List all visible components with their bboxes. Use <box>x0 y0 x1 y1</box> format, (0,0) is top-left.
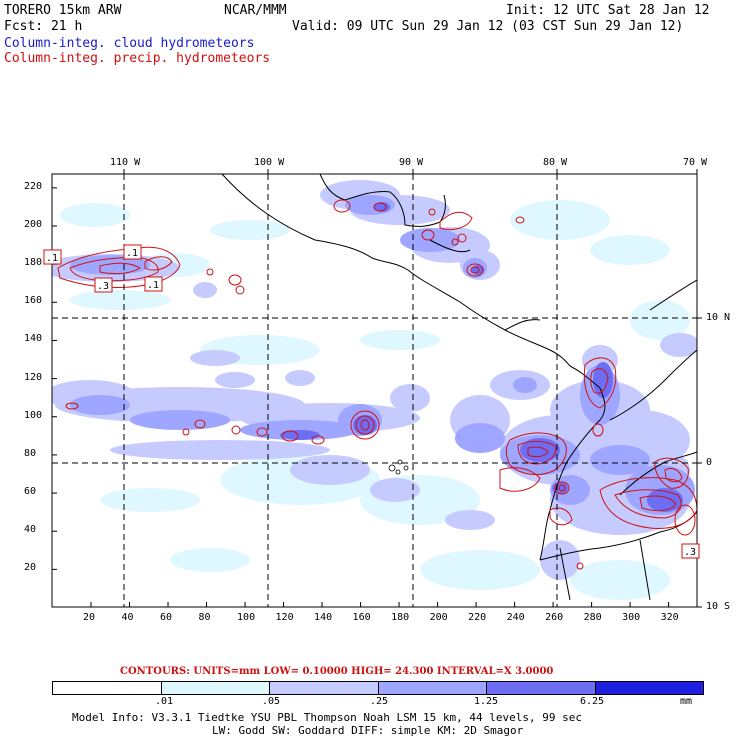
colorbar-label-1: .05 <box>262 696 281 707</box>
contour-value-label: .3 <box>94 277 113 293</box>
contour-value-label: .1 <box>123 244 142 260</box>
x-tick-label: 100 <box>237 612 256 623</box>
x-tick-label: 180 <box>391 612 410 623</box>
organization: NCAR/MMM <box>224 3 287 18</box>
colorbar-bin-1 <box>161 682 270 694</box>
y-tick-label: 140 <box>24 333 43 345</box>
colorbar-bin-5 <box>595 682 703 694</box>
x-tick-label: 80 <box>198 612 211 623</box>
init-time: Init: 12 UTC Sat 28 Jan 12 <box>506 3 710 18</box>
x-tick-label: 140 <box>314 612 333 623</box>
x-tick-label: 120 <box>275 612 294 623</box>
colorbar-label-2: .25 <box>370 696 389 707</box>
x-tick-label: 20 <box>83 612 96 623</box>
lon-label: 90 W <box>399 157 424 168</box>
colorbar-label-3: 1.25 <box>474 696 499 707</box>
lat-label: 10 N <box>706 312 731 323</box>
x-tick-label: 260 <box>545 612 564 623</box>
galapagos-islands <box>388 459 409 475</box>
x-tick-label: 300 <box>622 612 641 623</box>
y-tick-label: 160 <box>24 295 43 307</box>
colorbar-bin-4 <box>487 682 596 694</box>
colorbar-bin-3 <box>378 682 487 694</box>
x-tick-label: 40 <box>121 612 134 623</box>
x-tick-label: 160 <box>352 612 371 623</box>
y-tick-label: 180 <box>24 257 43 269</box>
lon-label: 70 W <box>683 157 708 168</box>
x-tick-label: 240 <box>506 612 525 623</box>
contour-label-boxes: .1 .1 .3 .1 .3 <box>43 244 700 559</box>
x-tick-label: 220 <box>468 612 487 623</box>
y-tick-label: 20 <box>24 562 37 574</box>
lat-label: 0 <box>706 457 713 468</box>
map-frame <box>51 173 698 608</box>
y-tick-label: 60 <box>24 486 37 498</box>
svg-text:.3: .3 <box>684 547 696 558</box>
y-tick-label: 200 <box>24 219 43 230</box>
colorbar-unit: mm <box>680 696 693 707</box>
y-tick-label: 40 <box>24 524 37 536</box>
model-name: TORERO 15km ARW <box>4 3 122 18</box>
svg-text:.3: .3 <box>97 281 109 292</box>
colorbar-bin-0 <box>53 682 162 694</box>
coastlines <box>221 174 697 601</box>
colorbar-label-0: .01 <box>155 696 174 707</box>
map-field <box>52 174 697 607</box>
y-tick-label: 100 <box>24 409 43 421</box>
valid-time: Valid: 09 UTC Sun 29 Jan 12 (03 CST Sun … <box>292 19 684 34</box>
model-info-line2: LW: Godd SW: Goddard DIFF: simple KM: 2D… <box>212 724 524 737</box>
axis-ticks <box>52 169 702 608</box>
colorbar-bin-2 <box>270 682 379 694</box>
x-tick-label: 280 <box>583 612 602 623</box>
contour-value-label: .1 <box>43 249 62 265</box>
model-info-line1: Model Info: V3.3.1 Tiedtke YSU PBL Thomp… <box>72 711 582 724</box>
lat-label: 10 S <box>706 601 731 612</box>
y-tick-label: 120 <box>24 371 43 383</box>
x-tick-label: 320 <box>660 612 679 623</box>
colorbar <box>52 681 704 695</box>
contour-value-label: .3 <box>681 543 700 559</box>
colorbar-label-4: 6.25 <box>580 696 605 707</box>
lon-label: 110 W <box>110 157 141 168</box>
y-tick-label: 80 <box>24 447 37 459</box>
svg-text:.1: .1 <box>126 248 138 259</box>
lon-label: 80 W <box>543 157 568 168</box>
svg-text:.1: .1 <box>147 280 159 291</box>
field-precip-label: Column-integ. precip. hydrometeors <box>4 51 271 66</box>
field-cloud-label: Column-integ. cloud hydrometeors <box>4 36 255 51</box>
contour-info: CONTOURS: UNITS=mm LOW= 0.10000 HIGH= 24… <box>120 666 554 677</box>
lon-label: 100 W <box>254 157 285 168</box>
contour-value-label: .1 <box>144 276 163 292</box>
precip-contours <box>57 199 697 570</box>
forecast-hour: Fcst: 21 h <box>4 19 83 34</box>
svg-text:.1: .1 <box>46 253 58 264</box>
y-tick-label: 220 <box>24 180 43 192</box>
x-tick-label: 200 <box>429 612 448 623</box>
x-tick-label: 60 <box>160 612 173 623</box>
